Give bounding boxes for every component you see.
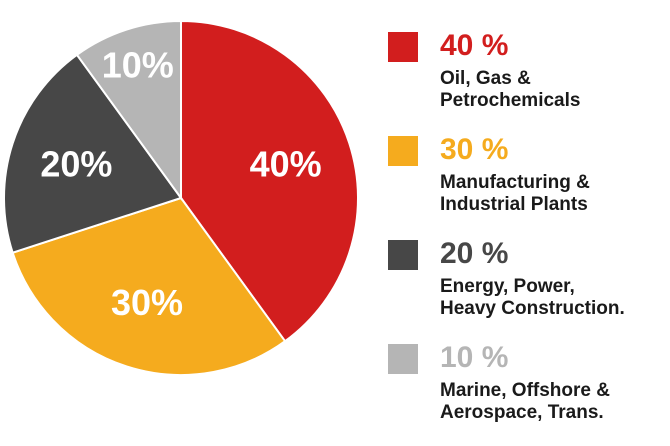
legend-item-30: 30 % Manufacturing & Industrial Plants — [388, 133, 670, 238]
legend-swatch — [388, 240, 418, 270]
pie-slice-label-30: 30% — [111, 282, 183, 323]
pie-slice-10 — [75, 19, 182, 202]
legend-percent: 40 % — [440, 29, 509, 62]
legend-label: Oil, Gas & Petrochemicals — [440, 68, 580, 112]
pie-slice-label-40: 40% — [250, 144, 322, 185]
legend-percent: 10 % — [440, 341, 509, 374]
legend-label-line: Aerospace, Trans. — [440, 402, 604, 423]
legend-label: Marine, Offshore & Aerospace, Trans. — [440, 380, 610, 424]
pie-slice-30 — [11, 196, 287, 376]
legend-item-10: 10 % Marine, Offshore & Aerospace, Trans. — [388, 341, 670, 446]
legend-label-line: Manufacturing & — [440, 172, 590, 193]
legend-percent: 30 % — [440, 133, 509, 166]
legend-percent: 20 % — [440, 237, 509, 270]
legend-label-line: Energy, Power, — [440, 276, 575, 297]
legend-label: Manufacturing & Industrial Plants — [440, 172, 590, 216]
legend-swatch — [388, 344, 418, 374]
pie-slice-20 — [3, 53, 183, 254]
legend-label-line: Industrial Plants — [440, 194, 588, 215]
legend-swatch — [388, 32, 418, 62]
pie-slice-40 — [180, 19, 359, 343]
legend-item-20: 20 % Energy, Power, Heavy Construction. — [388, 237, 670, 342]
pie-slice-label-10: 10% — [102, 44, 174, 85]
legend-label-line: Petrochemicals — [440, 90, 581, 111]
legend-label-line: Heavy Construction. — [440, 298, 625, 319]
legend: 40 % Oil, Gas & Petrochemicals 30 % Manufact… — [388, 29, 670, 446]
legend-label-line: Marine, Offshore & — [440, 380, 610, 401]
legend-item-40: 40 % Oil, Gas & Petrochemicals — [388, 29, 670, 134]
pie-slice-label-20: 20% — [40, 144, 112, 185]
legend-label: Energy, Power, Heavy Construction. — [440, 276, 625, 320]
legend-label-line: Oil, Gas & — [440, 68, 531, 89]
pie-chart: 40% 30% 20% 10% — [3, 19, 359, 376]
legend-swatch — [388, 136, 418, 166]
